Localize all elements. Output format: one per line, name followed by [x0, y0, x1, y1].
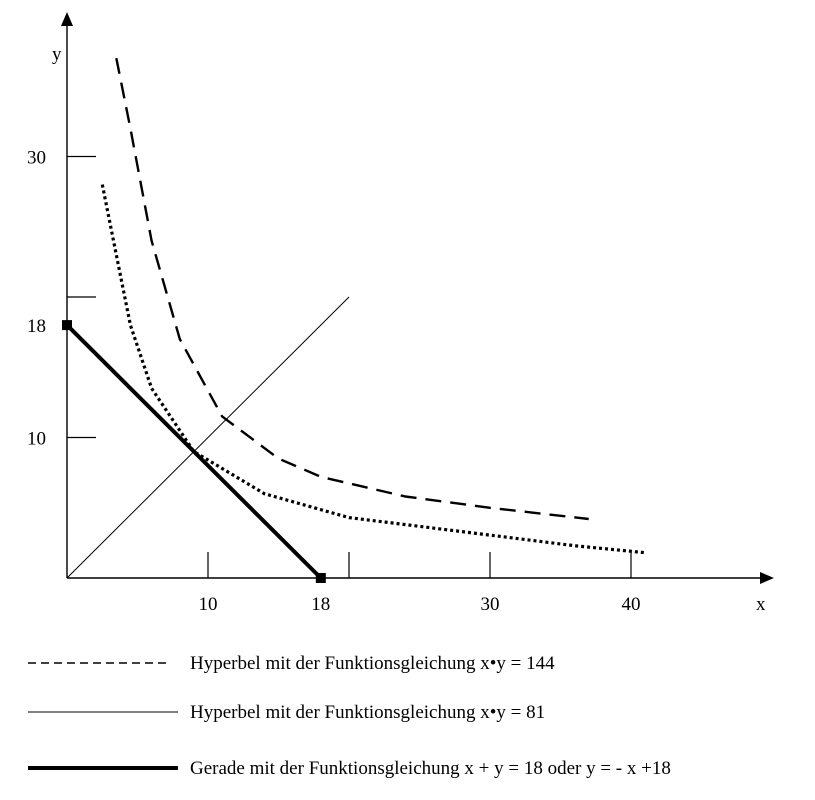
x-tick-label: 10	[199, 594, 218, 615]
y-tick-label: 10	[27, 429, 46, 450]
y-axis-label: y	[52, 44, 62, 65]
series-line-4	[65, 323, 323, 580]
x-tick-label: 18	[311, 594, 330, 615]
x-tick-label: 40	[622, 594, 641, 615]
x-tick-label: 30	[481, 594, 500, 615]
y-tick-label: 30	[27, 148, 46, 169]
x-axis-arrow	[760, 572, 774, 584]
y-axis-arrow	[61, 12, 73, 26]
x-axis-label: x	[756, 594, 766, 615]
series-line-1	[115, 57, 589, 521]
legend-label-2: Hyperbel mit der Funktionsgleichung x•y …	[190, 702, 545, 723]
series-endpoint-marker	[315, 573, 326, 583]
legend: Hyperbel mit der Funktionsgleichung x•y …	[28, 653, 671, 779]
ticks: 10 18 30 40 10 18 30	[27, 148, 641, 616]
axes: xy	[52, 12, 774, 615]
series-endpoint-marker	[62, 320, 72, 331]
series-layer	[62, 57, 646, 583]
legend-label-1: Hyperbel mit der Funktionsgleichung x•y …	[190, 653, 555, 674]
series-line-3	[66, 296, 350, 579]
legend-label-3: Gerade mit der Funktionsgleichung x + y …	[190, 758, 671, 779]
y-tick-label: 18	[27, 316, 46, 337]
series-line-2	[100, 184, 646, 555]
